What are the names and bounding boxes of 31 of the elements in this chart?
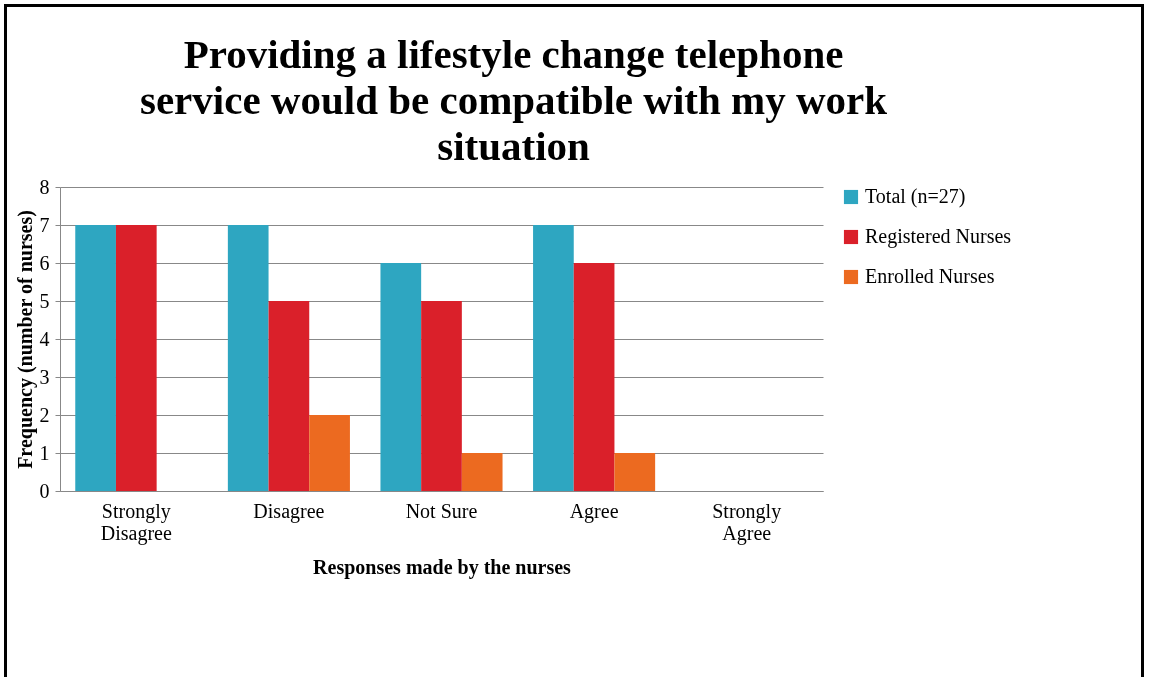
bar: [461, 453, 503, 491]
y-tick-label: 7: [39, 213, 50, 236]
y-tick-label: 0: [39, 479, 50, 502]
bar: [309, 415, 350, 491]
legend-label: Total (n=27): [865, 185, 966, 208]
y-tick-label: 6: [39, 251, 50, 274]
bar: [75, 225, 116, 491]
y-axis-title: Frequency (number of nurses): [13, 210, 37, 469]
x-tick-label: Agree: [569, 499, 619, 523]
y-tick-label: 4: [39, 327, 50, 350]
bar: [421, 301, 462, 491]
y-tick-label: 1: [39, 441, 50, 464]
x-tick-label: Disagree: [253, 499, 325, 523]
bar: [380, 263, 422, 491]
chart-title: Providing a lifestyle change telephone service would be compatible with my work situation: [139, 31, 888, 169]
x-tick-label: Strongly Disagree: [100, 499, 172, 545]
legend-label: Registered Nurses: [865, 225, 1012, 248]
bar: [573, 263, 615, 491]
x-axis-title: Responses made by the nurses: [313, 555, 572, 579]
y-tick-label: 5: [39, 289, 50, 312]
y-tick-label: 8: [39, 175, 50, 198]
y-tick-label: 2: [39, 403, 50, 426]
bar: [227, 225, 269, 491]
x-tick-label: Not Sure: [405, 499, 478, 522]
x-tick-label: Strongly Agree: [712, 499, 782, 545]
bar: [115, 225, 157, 491]
bar: [533, 225, 574, 491]
y-tick-label: 3: [39, 365, 50, 388]
legend-label: Enrolled Nurses: [865, 265, 995, 287]
bar: [268, 301, 310, 491]
bar: [614, 453, 656, 491]
